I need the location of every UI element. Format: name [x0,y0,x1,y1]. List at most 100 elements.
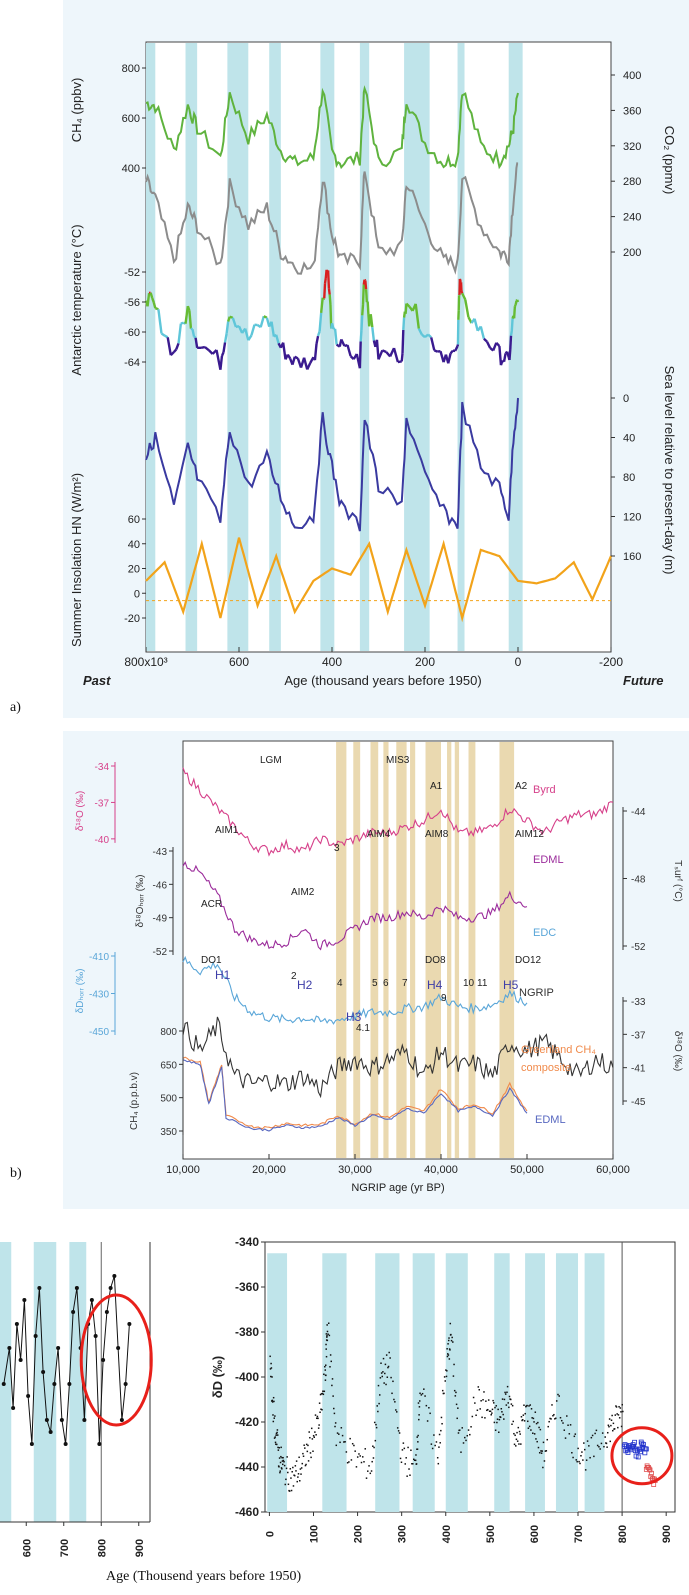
left-chart-point [22,1298,27,1302]
deuterium-point [550,1418,552,1420]
deuterium-point [322,1390,324,1392]
deuterium-point [546,1438,549,1441]
deuterium-point [334,1425,336,1428]
deuterium-point [614,1414,617,1416]
deuterium-point [453,1389,456,1392]
axis-tick-label: 650 [160,1060,177,1071]
right-tick-label: 400 [623,70,641,82]
series-label: EDC [533,927,556,939]
deuterium-point [299,1468,302,1470]
series-antarctic-temperature-seg [516,299,520,303]
y-tick-label: -360 [235,1280,259,1294]
annotation-label: 6 [383,978,389,989]
axis-title: δ¹⁸O (‰) [75,791,86,831]
series-antarctic-temperature-seg [200,345,206,349]
right-axis-label: CO₂ (ppmv) [662,126,677,195]
series-antarctic-temperature-seg [514,300,518,306]
left-chart-point [37,1286,42,1290]
deuterium-point [514,1434,516,1437]
deuterium-point [410,1449,412,1452]
left-chart-point [108,1286,113,1290]
series-antarctic-temperature-seg [204,346,210,352]
deuterium-point [299,1480,301,1482]
series-antarctic-temperature-seg [173,348,178,353]
deuterium-point [297,1473,300,1475]
deuterium-point [363,1461,365,1463]
left-chart-point [11,1406,16,1410]
interglacial-band-8 [508,43,523,651]
x-tick-label: 400 [322,655,342,669]
deuterium-point [415,1463,418,1465]
interstadial-band-6 [425,742,441,1158]
deuterium-point [279,1471,281,1474]
deuterium-point [569,1424,572,1426]
deuterium-point [341,1434,344,1437]
deuterium-point [461,1427,463,1429]
deuterium-point [435,1441,438,1443]
deuterium-point [279,1470,281,1472]
series-antarctic-temperature-seg [375,339,380,360]
deuterium-point [448,1337,450,1339]
deuterium-point [511,1404,514,1407]
interstadial-band-4 [396,742,407,1158]
deuterium-point [395,1411,398,1413]
axis-tick-label: 800 [160,1027,177,1038]
deuterium-point [571,1451,573,1454]
left-tick-label: -64 [124,357,140,369]
deuterium-point [453,1363,455,1366]
deuterium-point [379,1377,382,1379]
deuterium-point [419,1392,421,1395]
deuterium-point [533,1433,536,1435]
series-ch4-edml [182,1059,528,1132]
left-tick-label: 400 [122,163,140,175]
deuterium-point [447,1354,450,1356]
series-antarctic-temperature-seg [316,330,321,337]
left-tick-label: 800 [122,63,140,75]
deuterium-point [615,1405,617,1407]
band-right-1 [322,1253,347,1512]
left-chart-point [59,1418,64,1422]
deuterium-point [365,1477,368,1479]
deuterium-point [583,1448,586,1451]
deuterium-point [327,1322,330,1325]
left-tick-label: 0 [134,588,140,600]
deuterium-point [317,1417,319,1420]
deuterium-point [444,1380,446,1382]
left-chart-point [52,1382,57,1386]
deuterium-point [324,1369,327,1371]
deuterium-point [350,1459,353,1461]
x-tick-label: 200 [353,1525,365,1543]
interglacial-band-6 [404,43,430,651]
series-edml [182,860,528,951]
deuterium-point [390,1376,392,1379]
deuterium-point [441,1389,444,1392]
series-antarctic-temperature-seg [177,323,183,344]
deuterium-point [364,1448,367,1450]
deuterium-point [276,1429,279,1431]
x-tick-label: 500 [485,1525,497,1543]
series-antarctic-temperature-seg [401,329,405,354]
band-right-6 [525,1253,545,1512]
y-tick-label: -400 [235,1370,259,1384]
deuterium-point [559,1416,562,1419]
deuterium-point [304,1464,307,1467]
deuterium-point [582,1459,584,1461]
series-antarctic-temperature-seg [346,344,352,357]
deuterium-point [323,1373,325,1376]
series-antarctic-temperature-seg [180,321,184,325]
deuterium-point [512,1420,515,1423]
left-tick-label: -20 [124,613,140,625]
deuterium-point [307,1460,310,1462]
left-chart-point [41,1370,46,1374]
axis-tick-label: -410 [89,952,109,963]
series-antarctic-temperature-seg [323,277,327,284]
deuterium-point [517,1426,520,1429]
deuterium-point [474,1402,476,1404]
y-tick-label: -460 [235,1505,259,1519]
deuterium-point [506,1391,508,1394]
deuterium-point [387,1365,390,1368]
series-antarctic-temperature-seg [502,353,507,362]
deuterium-point [488,1410,491,1412]
series-antarctic-temperature-seg [164,334,169,339]
deuterium-point [515,1438,518,1441]
